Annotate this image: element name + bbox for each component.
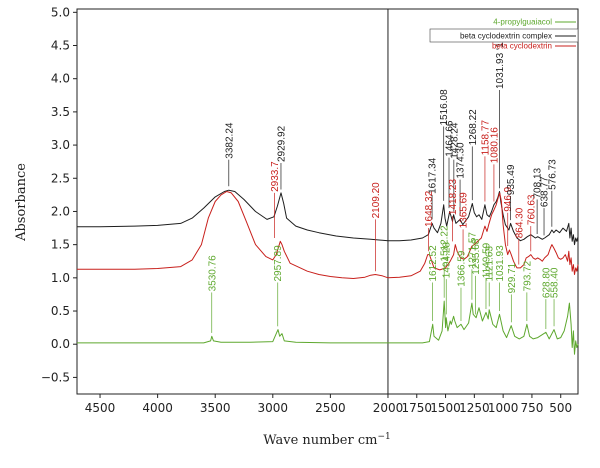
y-tick-label-4: 1.5 xyxy=(51,238,70,252)
peak-label-21: 638.77 xyxy=(540,176,551,207)
peak-label-4: 1648.32 xyxy=(424,190,435,227)
y-tick-label-6: 2.5 xyxy=(51,171,70,185)
x-tick-label-9: 1000 xyxy=(488,401,519,415)
peak-label-35: 793.72 xyxy=(522,260,533,291)
series-line-2 xyxy=(77,191,579,279)
x-tick-label-7: 1500 xyxy=(430,401,461,415)
peak-label-2: 2933.7 xyxy=(270,161,281,192)
peak-label-3: 2109.20 xyxy=(371,182,382,219)
peak-label-18: 864.30 xyxy=(514,207,525,238)
series-layer xyxy=(77,189,579,355)
peak-label-23: 3530.76 xyxy=(207,255,218,292)
x-tick-label-1: 4000 xyxy=(142,401,173,415)
y-tick-label-8: 3.5 xyxy=(51,105,70,119)
peak-label-12: 1268.22 xyxy=(468,109,479,146)
peak-label-27: 1494.28 xyxy=(442,242,453,279)
peak-label-31: 1149.59 xyxy=(482,242,493,278)
peak-label-6: 1516.08 xyxy=(439,89,450,126)
peak-label-34: 929.71 xyxy=(507,262,518,293)
peak-label-7: 1464.66 xyxy=(445,120,456,157)
peak-label-22: 576.73 xyxy=(547,159,558,190)
y-tick-label-3: 1.0 xyxy=(51,271,70,285)
legend-box xyxy=(429,28,579,43)
series-line-1 xyxy=(77,189,579,246)
axis-layer: 4500 4000 3500 3000 2500 20001750150012501000… xyxy=(41,5,572,415)
peak-label-8: 1428.24 xyxy=(449,122,460,159)
legend-label-0: 4-propylguaiacol xyxy=(493,18,552,27)
peak-label-11: 1365.69 xyxy=(459,192,470,229)
plot-frame xyxy=(76,8,579,395)
peak-label-17: 935.49 xyxy=(506,164,517,195)
peak-label-32: 1121.63 xyxy=(485,246,496,282)
x-axis-title: Wave number cm−1 xyxy=(263,432,390,448)
x-axis-title-main: Wave number cm xyxy=(263,433,377,448)
peak-label-25: 1612.52 xyxy=(428,245,439,282)
peak-label-37: 558.40 xyxy=(550,267,561,298)
y-tick-label-9: 4.0 xyxy=(51,72,70,86)
x-tick-label-11: 500 xyxy=(549,401,572,415)
peak-label-36: 628.80 xyxy=(541,267,552,298)
y-tick-label-7: 3.0 xyxy=(51,138,70,152)
peak-label-19: 760.63 xyxy=(526,194,537,225)
x-tick-label-2: 3500 xyxy=(200,401,231,415)
x-axis-title-superscript: −1 xyxy=(377,432,390,442)
y-axis-title: Absorbance xyxy=(14,163,29,242)
y-tick-label-5: 2.0 xyxy=(51,204,70,218)
x-tick-label-3: 3000 xyxy=(258,401,289,415)
peak-label-24: 2957.89 xyxy=(273,245,284,282)
peak-label-20: 708.13 xyxy=(533,167,544,198)
x-tick-label-10: 750 xyxy=(520,401,543,415)
peak-label-15: 1031.93 ‘11 xyxy=(495,37,506,89)
x-tick-label-8: 1250 xyxy=(459,401,490,415)
peak-label-1: 2929.92 xyxy=(277,125,288,162)
legend-label-2: beta cyclodextrin xyxy=(492,42,552,51)
peak-label-26: 1512.22 xyxy=(440,225,451,262)
peak-label-30: 1235.68 xyxy=(471,238,482,275)
peak-label-29: 1271.57 xyxy=(467,232,478,269)
peak-label-13: 1158.77 xyxy=(480,120,491,156)
peak-label-5: 1617.34 xyxy=(428,157,439,194)
y-tick-label-11: 5.0 xyxy=(51,5,70,19)
peak-label-10: 1374.30 xyxy=(456,142,467,179)
y-tick-label-2: 0.5 xyxy=(51,304,70,318)
x-tick-label-0: 4500 xyxy=(85,401,116,415)
peak-label-28: 1366.59 xyxy=(457,250,468,287)
x-tick-label-6: 1750 xyxy=(401,401,432,415)
legend-label-1: beta cyclodextrin complex xyxy=(460,32,552,41)
peak-label-33: 1031.93 xyxy=(495,245,506,282)
x-tick-label-4: 2500 xyxy=(315,401,346,415)
legend: 4-propylguaiacol beta cyclodextrin comple… xyxy=(429,18,579,51)
peak-label-16: 946.9 xyxy=(503,186,514,211)
y-tick-label-1: 0.0 xyxy=(51,337,70,351)
y-tick-label-0: −0.5 xyxy=(41,370,70,384)
peak-label-9: 1418.23 xyxy=(448,179,459,216)
x-tick-label-5: 2000 xyxy=(373,401,404,415)
peak-label-0: 3382.24 xyxy=(224,122,235,159)
series-line-0 xyxy=(77,300,579,355)
y-tick-label-10: 4.5 xyxy=(51,39,70,53)
peak-label-14: 1080.16 xyxy=(489,127,500,164)
